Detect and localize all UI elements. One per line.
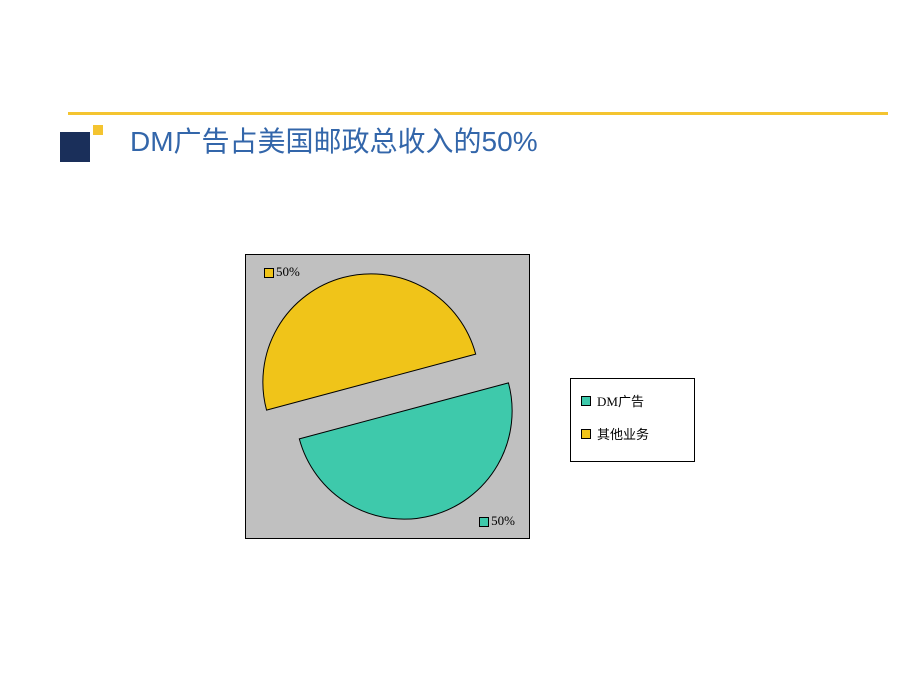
header-rule <box>68 112 888 115</box>
header-bullet-large <box>60 132 90 162</box>
header-bullet-small <box>93 125 103 135</box>
legend-swatch-other <box>581 429 591 439</box>
legend-label-other: 其他业务 <box>597 424 649 443</box>
legend-swatch-dm <box>581 396 591 406</box>
data-label-dm: 50% <box>479 513 515 529</box>
pie-chart: 50% 50% <box>245 254 530 539</box>
legend-label-dm: DM广告 <box>597 391 644 410</box>
legend-item-dm: DM广告 <box>581 391 684 410</box>
slide: DM广告占美国邮政总收入的50% 50% 50% DM广告 其他业务 <box>0 0 920 690</box>
data-label-other: 50% <box>264 264 300 280</box>
pie-slice-dm <box>299 383 512 519</box>
legend: DM广告 其他业务 <box>570 378 695 462</box>
data-label-text-other: 50% <box>276 264 300 279</box>
data-label-swatch-other <box>264 268 274 278</box>
data-label-swatch-dm <box>479 517 489 527</box>
page-title: DM广告占美国邮政总收入的50% <box>130 120 538 160</box>
legend-item-other: 其他业务 <box>581 424 684 443</box>
pie-chart-svg <box>246 255 529 538</box>
data-label-text-dm: 50% <box>491 513 515 528</box>
pie-slice-other <box>263 274 476 410</box>
